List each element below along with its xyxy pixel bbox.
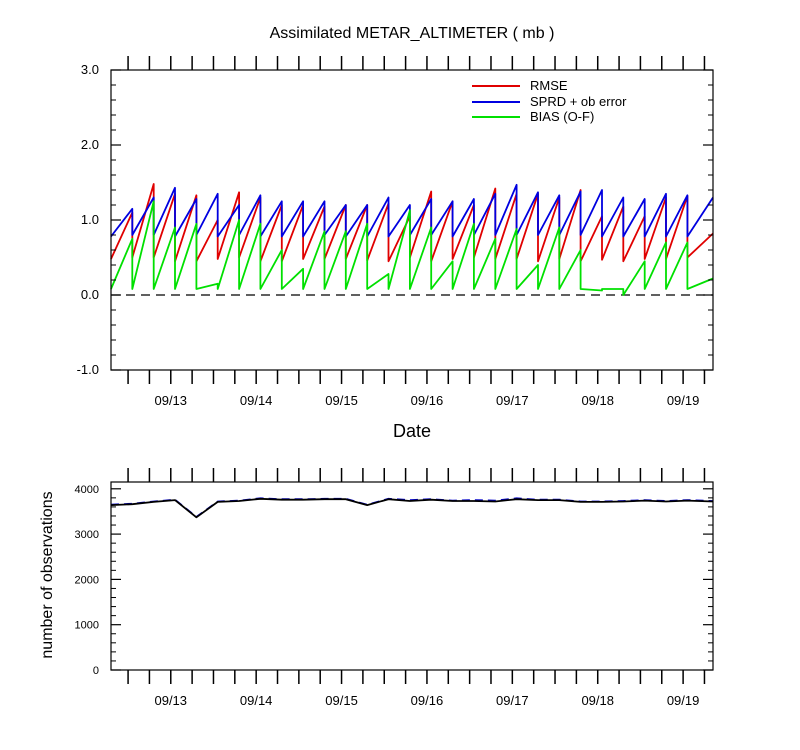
x-tick-label: 09/16 xyxy=(411,693,444,708)
x-tick-label: 09/14 xyxy=(240,693,273,708)
x-tick-label: 09/17 xyxy=(496,693,529,708)
y-tick-label: 2.0 xyxy=(81,137,99,152)
bottom-ticks-group xyxy=(111,468,713,684)
x-tick-label: 09/13 xyxy=(154,393,187,408)
y-tick-label: 0.0 xyxy=(81,287,99,302)
series-line-0-2 xyxy=(110,200,714,296)
y-tick-label: 2000 xyxy=(75,574,99,586)
x-tick-label: 09/18 xyxy=(581,393,614,408)
top-series-group xyxy=(110,183,714,296)
x-tick-label: 09/18 xyxy=(581,693,614,708)
top-ticks-group xyxy=(111,56,713,384)
x-tick-label: 09/13 xyxy=(154,693,187,708)
x-tick-label: 09/19 xyxy=(667,393,700,408)
x-tick-label: 09/15 xyxy=(325,693,358,708)
x-tick-label: 09/19 xyxy=(667,693,700,708)
y-tick-label: 4000 xyxy=(75,484,99,496)
bottom-y-axis-label: number of observations xyxy=(39,491,56,658)
top-y-tick-labels: -1.0 0.0 1.0 2.0 3.0 xyxy=(77,62,99,377)
series-line-1-1 xyxy=(110,497,714,519)
y-tick-label: -1.0 xyxy=(77,362,99,377)
bottom-series-group xyxy=(110,497,714,519)
x-tick-label: 09/17 xyxy=(496,393,529,408)
x-tick-label: 09/14 xyxy=(240,393,273,408)
bottom-y-tick-labels: 0 1000 2000 3000 4000 xyxy=(75,484,99,677)
y-tick-label: 3000 xyxy=(75,529,99,541)
legend-label-sprd: SPRD + ob error xyxy=(530,94,627,109)
y-tick-label: 3.0 xyxy=(81,62,99,77)
top-chart: Assimilated METAR_ALTIMETER ( mb ) -1.0 0… xyxy=(77,25,714,441)
top-x-tick-labels: 09/13 09/14 09/15 09/16 09/17 09/18 09/19 xyxy=(154,393,699,408)
y-tick-label: 0 xyxy=(93,665,99,677)
bottom-x-tick-labels: 09/13 09/14 09/15 09/16 09/17 09/18 09/19 xyxy=(154,693,699,708)
legend-label-rmse: RMSE xyxy=(530,78,568,93)
legend-label-bias: BIAS (O-F) xyxy=(530,109,594,124)
y-tick-label: 1.0 xyxy=(81,212,99,227)
top-x-axis-label: Date xyxy=(393,421,431,441)
top-chart-title: Assimilated METAR_ALTIMETER ( mb ) xyxy=(270,25,555,42)
x-tick-label: 09/16 xyxy=(411,393,444,408)
y-tick-label: 1000 xyxy=(75,620,99,632)
bottom-plot-frame xyxy=(110,481,714,671)
series-line-0-1 xyxy=(110,183,714,238)
x-tick-label: 09/15 xyxy=(325,393,358,408)
legend: RMSE SPRD + ob error BIAS (O-F) xyxy=(472,78,627,124)
